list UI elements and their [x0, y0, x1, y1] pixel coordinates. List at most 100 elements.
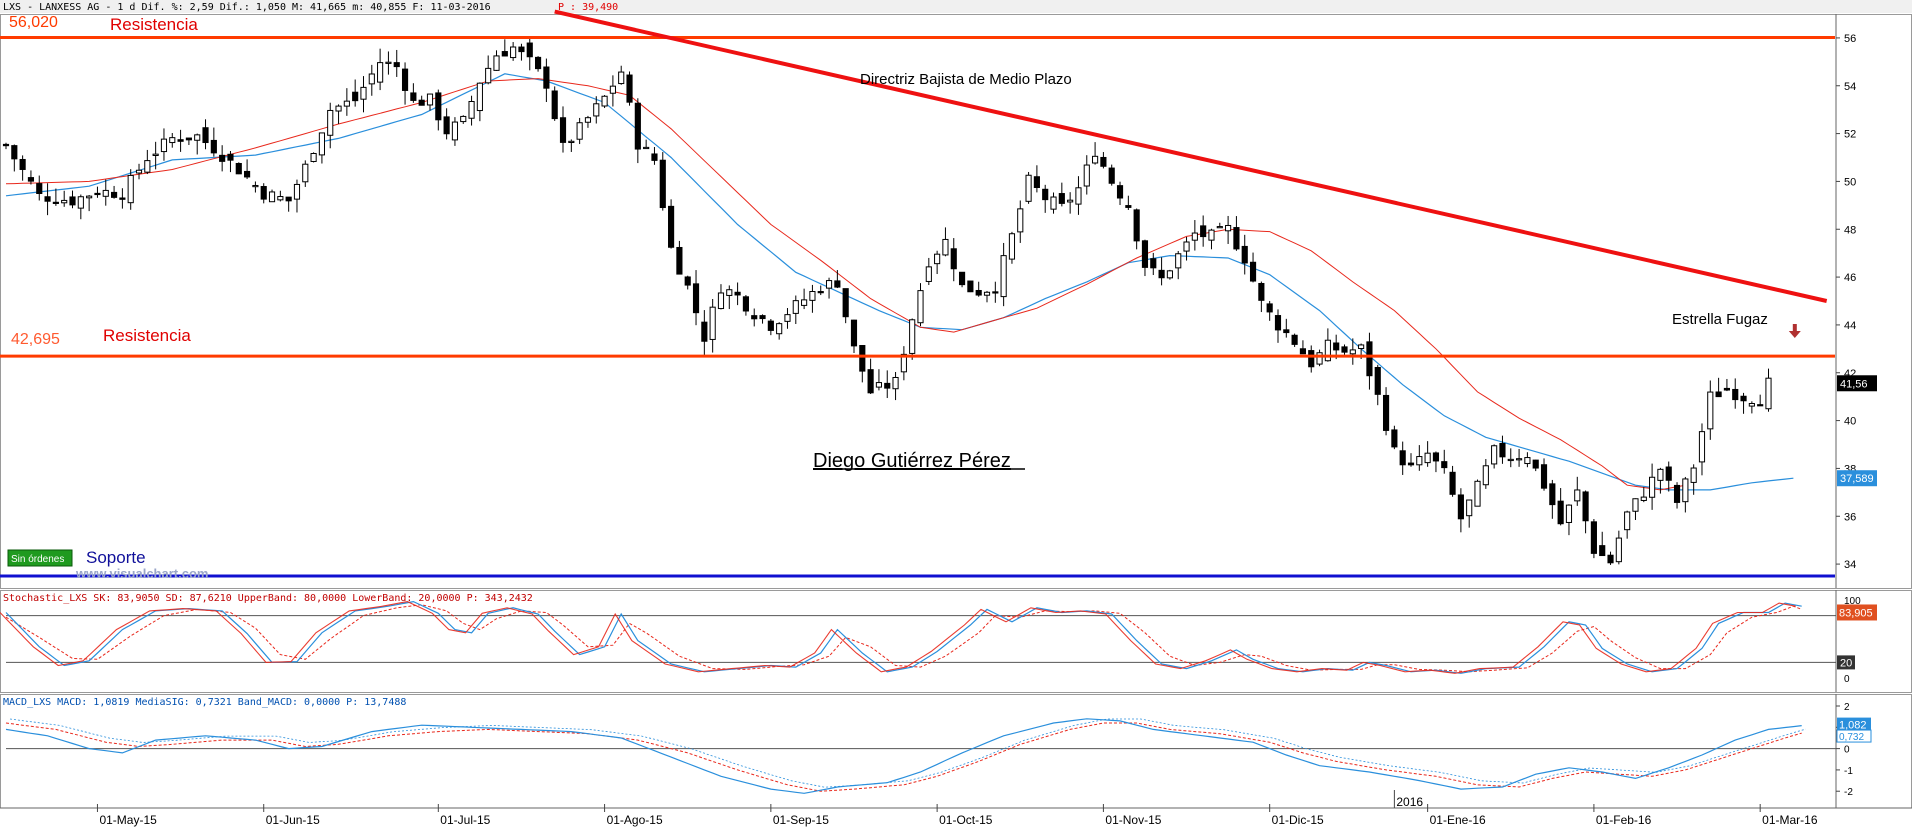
- support-resistance-lines: [0, 9, 1835, 578]
- shooting-star-label: Estrella Fugaz: [1672, 311, 1768, 328]
- candle-body: [1657, 468, 1664, 481]
- candle-body: [160, 138, 168, 153]
- candle-body: [260, 186, 267, 200]
- candle-body: [1299, 348, 1307, 355]
- candle-body: [825, 280, 833, 289]
- stochastic-d-line: [5, 604, 1802, 673]
- candle-body: [1524, 457, 1531, 465]
- candlesticks: [2, 37, 1772, 565]
- date-tick-label: 01-Jul-15: [440, 813, 490, 827]
- candle-body: [1008, 233, 1016, 260]
- candle-body: [1166, 270, 1173, 279]
- candle-body: [1599, 545, 1606, 557]
- signal-tag-bg: [1836, 729, 1872, 743]
- candle-body: [360, 86, 367, 100]
- candle-body: [1116, 185, 1124, 199]
- stochastic-lower-tag: 20: [1840, 657, 1852, 669]
- candle-body: [601, 95, 608, 107]
- candle-body: [268, 191, 276, 203]
- candle-body: [609, 85, 616, 94]
- candle-body: [1516, 458, 1523, 461]
- candle-body: [1108, 167, 1115, 184]
- price-tick-label: 52: [1844, 129, 1856, 141]
- candle-body: [1574, 489, 1581, 502]
- candle-body: [842, 288, 849, 318]
- candle-body: [1673, 484, 1681, 503]
- author-label: Diego Gutiérrez Pérez: [813, 450, 1011, 472]
- candle-body: [1358, 344, 1365, 350]
- candle-body: [551, 90, 558, 120]
- candle-body: [1549, 483, 1556, 506]
- candle-body: [1216, 226, 1223, 229]
- candle-body: [1690, 467, 1697, 483]
- date-tick-label: 01-Ene-16: [1430, 813, 1486, 827]
- candle-body: [1333, 342, 1340, 351]
- price-tick-label: 34: [1844, 559, 1856, 571]
- candle-body: [1291, 334, 1298, 345]
- watermark: www.visualchart.com: [75, 566, 208, 581]
- macd-tick-label: 0: [1844, 745, 1850, 756]
- candle-body: [1424, 452, 1431, 464]
- candle-body: [1175, 253, 1182, 269]
- candle-body: [69, 196, 76, 206]
- candle-body: [651, 153, 658, 161]
- candle-body: [701, 321, 708, 342]
- candle-body: [1191, 232, 1198, 241]
- candle-body: [185, 137, 192, 141]
- candle-body: [1565, 504, 1573, 523]
- candle-body: [1092, 155, 1099, 164]
- candle-body: [518, 46, 525, 53]
- candle-body: [27, 177, 35, 182]
- date-tick-label: 01-Ago-15: [607, 813, 663, 827]
- candle-body: [850, 319, 858, 347]
- candle-body: [1507, 458, 1514, 462]
- candle-body: [1158, 269, 1165, 279]
- candle-body: [1283, 329, 1290, 334]
- candle-body: [285, 196, 292, 202]
- candle-body: [992, 291, 999, 294]
- candle-body: [659, 159, 666, 209]
- candle-body: [618, 71, 625, 85]
- candle-body: [210, 139, 217, 154]
- candle-body: [435, 92, 442, 121]
- candle-body: [643, 146, 650, 150]
- candle-body: [144, 160, 151, 173]
- candle-body: [352, 91, 359, 102]
- candle-body: [1632, 498, 1639, 512]
- candle-body: [102, 189, 109, 197]
- macd-title: MACD_LXS MACD: 1,0819 MediaSIG: 0,7321 B…: [3, 697, 406, 708]
- candle-body: [1349, 349, 1356, 355]
- candle-body: [559, 117, 567, 143]
- orders-badge[interactable]: [7, 549, 73, 567]
- candle-body: [418, 99, 425, 106]
- candle-body: [934, 253, 941, 265]
- moving-averages: [5, 73, 1794, 491]
- date-tick-label: 01-Mar-16: [1762, 813, 1818, 827]
- candle-body: [1466, 499, 1473, 517]
- candle-body: [1050, 196, 1057, 210]
- candle-body: [792, 300, 799, 314]
- candle-body: [534, 56, 542, 70]
- candle-body: [593, 103, 600, 117]
- candle-body: [135, 169, 143, 174]
- date-tick-label: 01-Sep-15: [773, 813, 829, 827]
- resistance-mid-label: Resistencia: [103, 326, 191, 345]
- candle-body: [1723, 387, 1730, 391]
- candle-body: [94, 192, 101, 196]
- orders-badge-label: Sin órdenes: [11, 554, 64, 565]
- macd-signal-shadow-line: [9, 718, 1806, 788]
- candle-body: [776, 323, 783, 335]
- candle-body: [1474, 480, 1481, 507]
- resistance-top-value: 56,020: [9, 14, 58, 31]
- candle-body: [1208, 229, 1215, 241]
- candle-body: [1748, 403, 1755, 407]
- stochastic-k-tag: 83,905: [1839, 607, 1873, 619]
- candle-body: [1757, 404, 1764, 407]
- sma-fast-line: [5, 73, 1794, 491]
- candle-body: [1391, 429, 1398, 448]
- macd-tick-label: -1: [1844, 766, 1853, 777]
- candle-body: [1682, 478, 1689, 503]
- candle-body: [460, 115, 467, 123]
